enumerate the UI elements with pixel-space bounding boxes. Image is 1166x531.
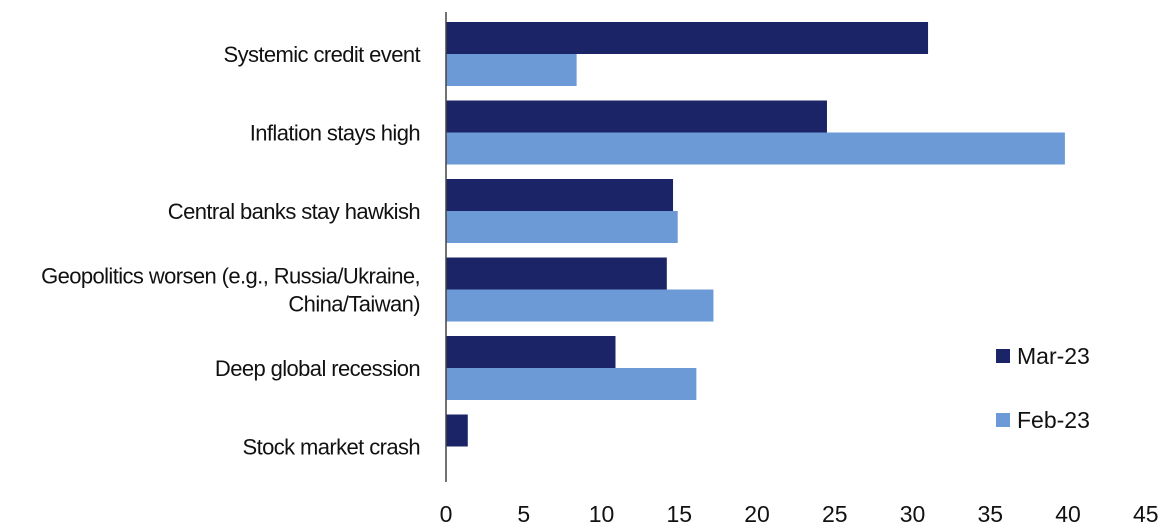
x-tick-labels: 0 5 10 15 20 25 30 35 40 45 (440, 501, 1159, 527)
legend-swatch (996, 349, 1010, 363)
bar-feb-23-2 (446, 132, 1065, 165)
legend-swatch (996, 413, 1010, 427)
category-label: Stock market crash (243, 435, 420, 460)
x-tick-label: 5 (517, 501, 530, 527)
bar-feb-23-3 (446, 211, 678, 243)
bar-mar-23-6 (446, 414, 468, 447)
legend: Mar-23 Feb-23 (996, 343, 1090, 433)
x-tick-label: 20 (744, 501, 770, 527)
bar-mar-23-2 (446, 100, 827, 133)
legend-label: Mar-23 (1017, 343, 1090, 369)
bar-mar-23-4 (446, 257, 667, 290)
legend-label: Feb-23 (1017, 407, 1090, 433)
bar-feb-23-5 (446, 368, 697, 400)
x-tick-label: 45 (1133, 501, 1159, 527)
bar-feb-23-4 (446, 289, 714, 322)
category-label: Geopolitics worsen (e.g., Russia/Ukraine… (41, 264, 420, 317)
bar-mar-23-3 (446, 179, 674, 211)
category-label: Central banks stay hawkish (168, 199, 420, 224)
bars-layer (446, 22, 1065, 447)
bar-feb-23-1 (446, 54, 577, 86)
x-tick-label: 40 (1055, 501, 1081, 527)
x-tick-label: 10 (589, 501, 615, 527)
x-tick-label: 25 (822, 501, 848, 527)
category-label: Inflation stays high (250, 121, 420, 146)
bar-mar-23-5 (446, 336, 616, 368)
category-label: Systemic credit event (224, 42, 421, 67)
x-tick-label: 35 (977, 501, 1003, 527)
x-tick-label: 30 (900, 501, 926, 527)
x-tick-label: 15 (666, 501, 692, 527)
bar-mar-23-1 (446, 22, 929, 54)
category-label: Deep global recession (215, 356, 420, 381)
x-tick-label: 0 (440, 501, 453, 527)
category-labels: Systemic credit event Inflation stays hig… (41, 42, 421, 460)
